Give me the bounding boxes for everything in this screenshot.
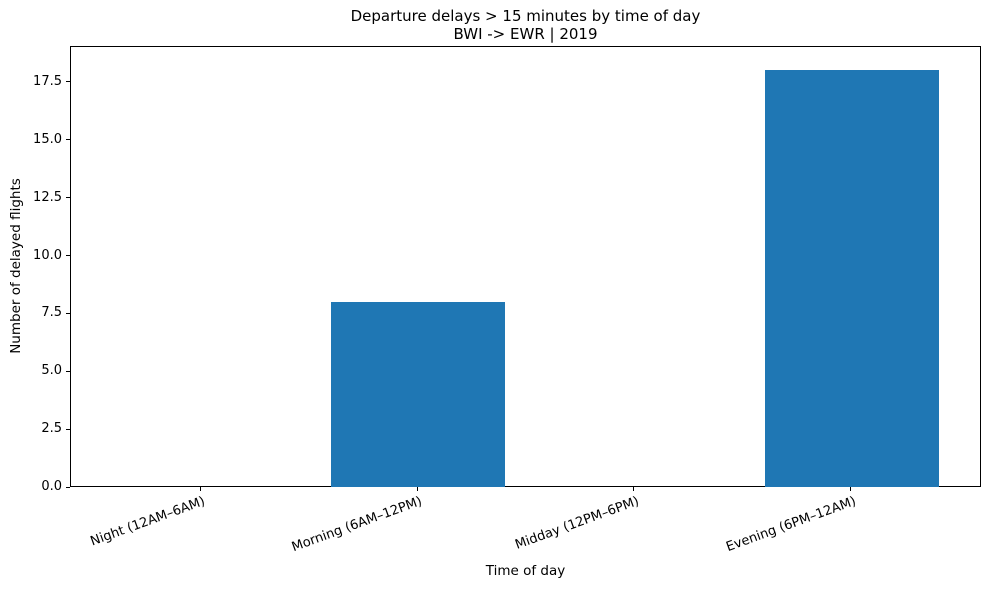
x-tick-mark xyxy=(199,487,201,491)
y-tick-label: 5.0 xyxy=(41,363,62,379)
y-tick-mark xyxy=(66,486,70,488)
y-tick-mark xyxy=(66,197,70,199)
y-tick-label: 15.0 xyxy=(33,131,62,147)
bar-4 xyxy=(765,70,939,487)
y-tick-label: 2.5 xyxy=(41,421,62,437)
x-axis-label: Time of day xyxy=(485,563,566,579)
y-tick-label: 7.5 xyxy=(41,305,62,321)
y-tick-mark xyxy=(66,139,70,141)
y-tick-label: 17.5 xyxy=(33,73,62,89)
y-tick-mark xyxy=(66,312,70,314)
bar-2 xyxy=(331,301,505,487)
x-tick-mark xyxy=(850,487,852,491)
x-tick-mark xyxy=(633,487,635,491)
y-tick-label: 0.0 xyxy=(41,479,62,494)
x-tick-mark xyxy=(416,487,418,491)
y-tick-mark xyxy=(66,428,70,430)
y-tick-label: 10.0 xyxy=(33,247,62,263)
chart-subtitle: BWI -> EWR | 2019 xyxy=(453,25,598,43)
y-tick-label: 12.5 xyxy=(33,189,62,205)
plot-area xyxy=(70,46,981,487)
y-tick-mark xyxy=(66,81,70,83)
y-tick-mark xyxy=(66,370,70,372)
y-tick-mark xyxy=(66,255,70,256)
chart-title: Departure delays > 15 minutes by time of… xyxy=(350,7,701,25)
